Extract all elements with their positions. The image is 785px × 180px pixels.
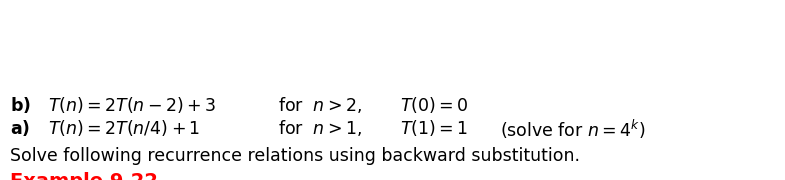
Text: for  $n > 2,$: for $n > 2,$ [278,95,362,115]
Text: Solve following recurrence relations using backward substitution.: Solve following recurrence relations usi… [10,147,580,165]
Text: $T(0) = 0$: $T(0) = 0$ [400,95,469,115]
Text: (solve for $n = 4^k$): (solve for $n = 4^k$) [500,118,645,141]
Text: for  $n > 1,$: for $n > 1,$ [278,118,362,138]
Text: $T(n) = 2T(n - 2) + 3$: $T(n) = 2T(n - 2) + 3$ [48,95,216,115]
Text: $T(1) = 1$: $T(1) = 1$ [400,118,468,138]
Text: $\bf{b)}$: $\bf{b)}$ [10,95,31,115]
Text: $T(n) = 2T(n/4) + 1$: $T(n) = 2T(n/4) + 1$ [48,118,200,138]
Text: $\bf{a)}$: $\bf{a)}$ [10,118,30,138]
Text: Example 9.22: Example 9.22 [10,172,158,180]
